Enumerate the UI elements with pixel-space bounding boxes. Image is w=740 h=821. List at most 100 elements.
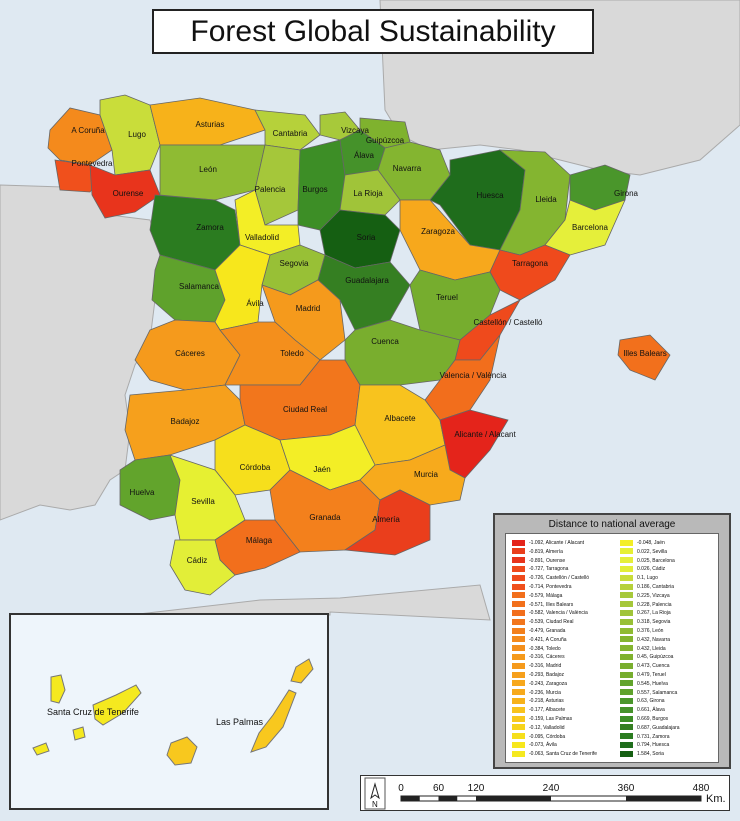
province-barcelona — [544, 199, 626, 256]
legend-label: 0.267, La Rioja — [637, 610, 671, 617]
legend-item: -0.571, Illes Balears — [512, 601, 618, 610]
label-albacete: Albacete — [384, 414, 416, 423]
legend-label: 0.025, Barcelona — [637, 557, 675, 564]
legend-item: -0.048, Jaén — [620, 539, 726, 548]
label-barcelona: Barcelona — [572, 223, 609, 232]
legend-label: -0.063, Santa Cruz de Tenerife — [529, 751, 598, 758]
legend-swatch — [620, 654, 633, 661]
legend-swatch — [620, 733, 633, 740]
label-palencia: Palencia — [255, 185, 286, 194]
label-alava: Álava — [354, 151, 375, 160]
legend-item: -0.236, Murcia — [512, 689, 618, 698]
legend-label: -0.579, Málaga — [529, 592, 563, 599]
land-africa — [129, 584, 491, 621]
label-malaga: Málaga — [246, 536, 273, 545]
province-murcia — [359, 444, 466, 506]
label-cordoba: Córdoba — [240, 463, 271, 472]
legend-item: 0.267, La Rioja — [620, 609, 726, 618]
canary-islands-inset: Santa Cruz de Tenerife Las Palmas — [9, 613, 329, 810]
island-tenerife — [92, 684, 142, 726]
legend-item: 0.376, León — [620, 627, 726, 636]
legend-label: 1.584, Soria — [637, 751, 664, 758]
scale-tick-label: 60 — [433, 783, 445, 794]
legend-swatch — [620, 724, 633, 731]
legend-label: -0.727, Tarragona — [529, 566, 569, 573]
legend-label: 0.186, Cantabria — [637, 583, 674, 590]
legend-item: -0.384, Toledo — [512, 645, 618, 654]
legend-title: Distance to national average — [548, 519, 676, 530]
label-a-coruna: A Coruña — [71, 126, 105, 135]
legend-item: 0.63, Girona — [620, 697, 726, 706]
island-el-hierro — [32, 742, 50, 756]
province-cadiz — [169, 539, 236, 596]
legend-swatch — [512, 662, 525, 669]
scale-bar-box: N 0 60 120 240 360 480 Km. — [360, 775, 730, 811]
legend-swatch — [512, 592, 525, 599]
legend-label: 0.661, Álava — [637, 707, 665, 714]
legend-item: 0.1, Lugo — [620, 574, 726, 583]
island-la-gomera — [72, 726, 86, 741]
legend-item: -0.891, Ourense — [512, 557, 618, 566]
legend-swatch — [620, 742, 633, 748]
label-tarragona: Tarragona — [512, 259, 549, 268]
label-murcia: Murcia — [414, 470, 439, 479]
canary-svg: Santa Cruz de Tenerife Las Palmas — [32, 658, 314, 766]
legend-swatch — [512, 671, 525, 678]
legend-swatch — [620, 715, 633, 722]
legend-swatch — [620, 601, 633, 608]
legend-swatch — [620, 689, 633, 696]
label-lugo: Lugo — [128, 130, 146, 139]
legend-label: -0.479, Granada — [529, 627, 566, 634]
province-almeria — [343, 489, 431, 556]
legend-swatch — [512, 583, 525, 590]
legend-label: -0.12, Valladolid — [529, 724, 565, 731]
legend-swatch — [620, 610, 633, 617]
label-granada: Granada — [309, 513, 341, 522]
legend-swatch — [512, 601, 525, 608]
provinces-layer — [47, 94, 671, 596]
scale-unit: Km. — [706, 793, 726, 805]
legend-label: -0.293, Badajoz — [529, 671, 565, 678]
legend-label: -0.726, Castellón / Castelló — [529, 575, 590, 582]
legend-item: -0.095, Córdoba — [512, 733, 618, 742]
legend-swatch — [620, 592, 633, 599]
legend-swatch — [512, 715, 525, 722]
legend: Distance to national average -1.092, Ali… — [493, 513, 731, 769]
legend-label: 0.545, Huelva — [637, 680, 668, 687]
legend-item: -0.316, Madrid — [512, 662, 618, 671]
legend-swatch — [620, 566, 633, 573]
label-zaragoza: Zaragoza — [421, 227, 455, 236]
island-lanzarote — [290, 658, 314, 684]
legend-label: 0.669, Burgos — [637, 715, 669, 722]
legend-item: -0.12, Valladolid — [512, 724, 618, 733]
legend-label: 0.376, León — [637, 627, 664, 634]
label-santa-cruz-de-tenerife: Santa Cruz de Tenerife — [47, 707, 139, 717]
legend-label: 0.022, Sevilla — [637, 548, 668, 555]
legend-item: 0.557, Salamanca — [620, 689, 726, 698]
legend-swatch — [512, 733, 525, 740]
legend-swatch — [620, 671, 633, 678]
legend-swatch — [620, 583, 633, 590]
legend-label: 0.63, Girona — [637, 698, 665, 705]
label-badajoz: Badajoz — [171, 417, 200, 426]
label-huelva: Huelva — [130, 488, 155, 497]
legend-item: -0.243, Zaragoza — [512, 680, 618, 689]
label-las-palmas: Las Palmas — [216, 717, 264, 727]
legend-label: -0.421, A Coruña — [529, 636, 567, 643]
legend-swatch — [620, 706, 633, 713]
legend-item: 0.45, Guipúzcoa — [620, 653, 726, 662]
legend-swatch — [620, 750, 633, 757]
legend-item: 0.479, Teruel — [620, 671, 726, 680]
label-guipuzcoa: Guipúzcoa — [366, 136, 405, 145]
scale-segment-2 — [438, 796, 458, 801]
label-salamanca: Salamanca — [179, 282, 220, 291]
legend-swatch — [512, 742, 525, 748]
label-valencia-valencia: Valencia / València — [440, 371, 507, 380]
legend-label: -0.539, Ciudad Real — [529, 619, 574, 626]
legend-item: 0.661, Álava — [620, 706, 726, 715]
legend-item: -0.073, Ávila — [512, 741, 618, 750]
legend-item: 0.026, Cádiz — [620, 565, 726, 574]
label-jaen: Jaén — [313, 465, 330, 474]
legend-label: -0.218, Asturias — [529, 698, 564, 705]
legend-label: 0.432, Lleida — [637, 645, 666, 652]
